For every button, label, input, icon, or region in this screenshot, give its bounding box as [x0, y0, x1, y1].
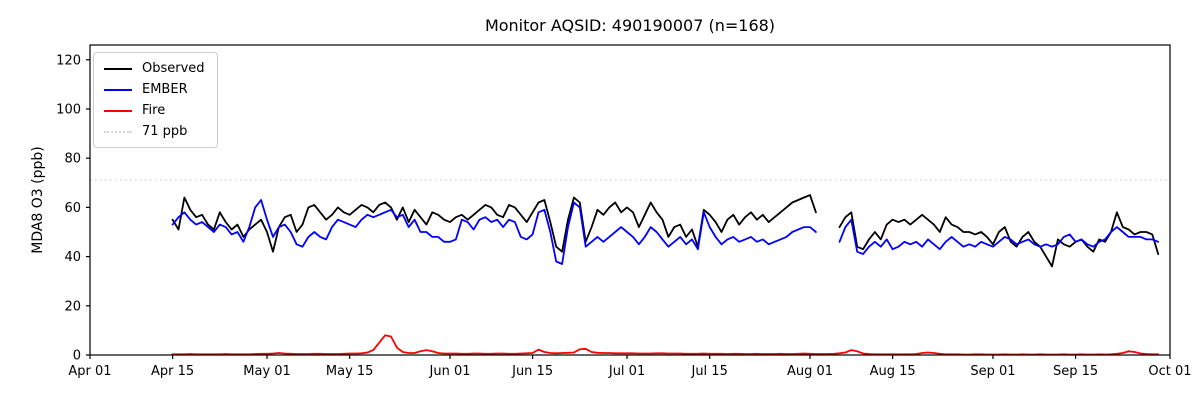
threshold-line-sample-icon: [104, 130, 132, 133]
ember-line-sample-icon: [104, 88, 132, 91]
x-tick-label: Sep 15: [1053, 364, 1098, 379]
x-tick-label: May 15: [326, 364, 374, 379]
x-tick-label: May 01: [243, 364, 291, 379]
legend-label-threshold: 71 ppb: [142, 124, 188, 139]
legend-label-ember: EMBER: [142, 82, 188, 97]
fire-line: [171, 334, 1160, 356]
x-tick-label: Aug 01: [787, 364, 833, 379]
x-tick-label: Apr 15: [151, 364, 194, 379]
observed-line-sample-icon: [104, 67, 132, 70]
legend-item-ember: EMBER: [104, 82, 205, 97]
y-tick-label: 20: [64, 299, 81, 314]
chart-title: Monitor AQSID: 490190007 (n=168): [484, 16, 776, 35]
y-tick-label: 100: [56, 102, 81, 117]
y-tick-label: 120: [56, 53, 81, 68]
y-tick-label: 60: [64, 201, 81, 216]
x-tick-label: Apr 01: [68, 364, 111, 379]
legend-label-observed: Observed: [142, 61, 205, 76]
x-tick-label: Oct 01: [1148, 364, 1191, 379]
x-tick-label: Aug 15: [870, 364, 916, 379]
x-tick-label: Jul 15: [690, 364, 727, 379]
y-tick-label: 40: [64, 250, 81, 265]
y-tick-label: 80: [64, 152, 81, 167]
x-tick-label: Jul 01: [608, 364, 645, 379]
ember-line: [171, 199, 1160, 265]
axes-frame: [89, 44, 1171, 356]
observed-line: [171, 194, 1160, 268]
legend: Observed EMBER Fire 71 ppb: [93, 52, 218, 148]
x-tick-label: Sep 01: [970, 364, 1015, 379]
fire-line-sample-icon: [104, 109, 132, 112]
legend-item-fire: Fire: [104, 103, 205, 118]
legend-item-threshold: 71 ppb: [104, 124, 205, 139]
x-tick-label: Jun 01: [429, 364, 471, 379]
legend-label-fire: Fire: [142, 103, 166, 118]
legend-item-observed: Observed: [104, 61, 205, 76]
x-tick-label: Jun 15: [511, 364, 553, 379]
y-tick-label: 0: [73, 349, 81, 364]
